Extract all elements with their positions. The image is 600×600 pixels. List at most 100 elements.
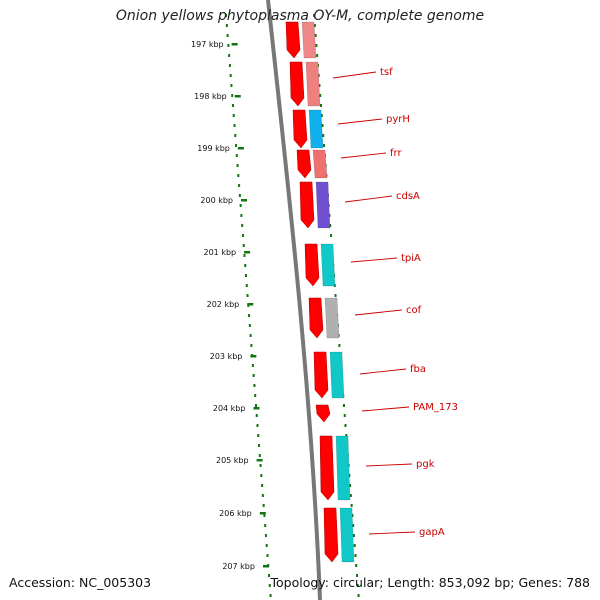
label-leader-line [344,195,393,203]
gene-label: pgk [416,459,435,470]
cds-arrow [304,243,320,287]
guide-dot [248,324,251,327]
guide-dot [314,34,317,37]
guide-dot [241,224,244,227]
label-leader-line [350,257,398,263]
guide-dot [233,124,236,127]
label-leader-line [368,531,416,535]
cog-category-box [339,507,355,563]
guide-dot [258,444,261,447]
cog-category-box [329,351,345,399]
cog-category-box [315,181,331,229]
accession-text: Accession: NC_005303 [9,575,152,590]
guide-dot [228,64,231,67]
gene-label: pyrH [386,114,410,125]
guide-dot [245,274,248,277]
guide-dot [256,424,259,427]
guide-dot [266,554,269,557]
cog-category-box [335,435,351,501]
guide-dot [235,144,238,147]
guide-dot [320,114,323,117]
guide-dot [251,364,254,367]
guide-dot [345,434,348,437]
guide-dot [355,564,358,567]
scale-tick-mark [244,251,251,254]
guide-dot [350,504,353,507]
cds-arrow [289,61,305,107]
guide-dot [268,584,271,587]
guide-dot [261,494,264,497]
guide-dot [323,144,326,147]
guide-dot [321,124,324,127]
scale-ticks: 197 kbp 198 kbp 199 kbp 200 kbp 201 kbp 202 k… [191,40,269,571]
map-title: Onion yellows phytoplasma OY-M, complete… [115,8,485,24]
scale-tick-mark [259,512,266,515]
guide-dot [235,154,238,157]
guide-dot [250,344,253,347]
guide-dot [342,404,345,407]
label-leader-line [359,368,407,375]
guide-dot [322,134,325,137]
scale-tick-mark [253,407,260,410]
cds-arrow [315,404,331,423]
scale-tick-mark [247,303,254,306]
guide-dot [262,504,265,507]
guide-dot [254,394,257,397]
label-leader-line [337,118,383,125]
guide-dot [231,94,234,97]
cds-arrow [319,435,335,501]
guide-dot [334,294,337,297]
guide-dot [249,334,252,337]
scale-tick-label: 207 kbp [222,562,255,571]
guide-dot [329,234,332,237]
guide-dot [238,184,241,187]
guide-dot [349,494,352,497]
guide-dot [246,294,249,297]
guide-dot [352,524,355,527]
scale-tick-label: 204 kbp [213,404,246,413]
guide-dot [254,404,257,407]
label-leader-line [354,309,403,316]
cds-arrow [292,109,308,149]
scale-tick-label: 202 kbp [207,300,240,309]
guide-dot [257,434,260,437]
guide-dot [349,484,352,487]
guide-dot [261,484,264,487]
guide-dot [237,174,240,177]
guide-dot [265,544,268,547]
scale-tick-label: 199 kbp [197,144,230,153]
scale-tick-mark [231,43,238,46]
guide-dot [253,384,256,387]
scale-tick-mark [250,355,257,358]
cds-arrow [285,21,301,59]
guide-dot [348,474,351,477]
cog-category-box [305,61,321,107]
guide-dot [242,244,245,247]
genome-summary-text: Topology: circular; Length: 853,092 bp; … [270,575,591,590]
guide-dot [229,74,232,77]
guide-dot [356,584,359,587]
label-leader-line [361,406,410,412]
guide-dot [318,84,321,87]
scale-tick-label: 197 kbp [191,40,224,49]
scale-tick-label: 203 kbp [210,352,243,361]
scale-tick-label: 198 kbp [194,92,227,101]
cog-category-box [324,297,340,339]
guide-dot [225,14,228,17]
gene-label: tsf [380,67,393,78]
scale-tick-mark [262,565,269,568]
cog-category-box [320,243,336,287]
guide-dot [244,264,247,267]
guide-dot [226,34,229,37]
guide-dot [329,224,332,227]
feature-track [285,21,355,563]
guide-dot [263,514,266,517]
guide-dot [315,44,318,47]
guide-dot [338,344,341,347]
scale-tick-mark [241,199,247,202]
guide-dot [239,204,242,207]
guide-dot [354,554,357,557]
guide-dot [225,24,228,27]
